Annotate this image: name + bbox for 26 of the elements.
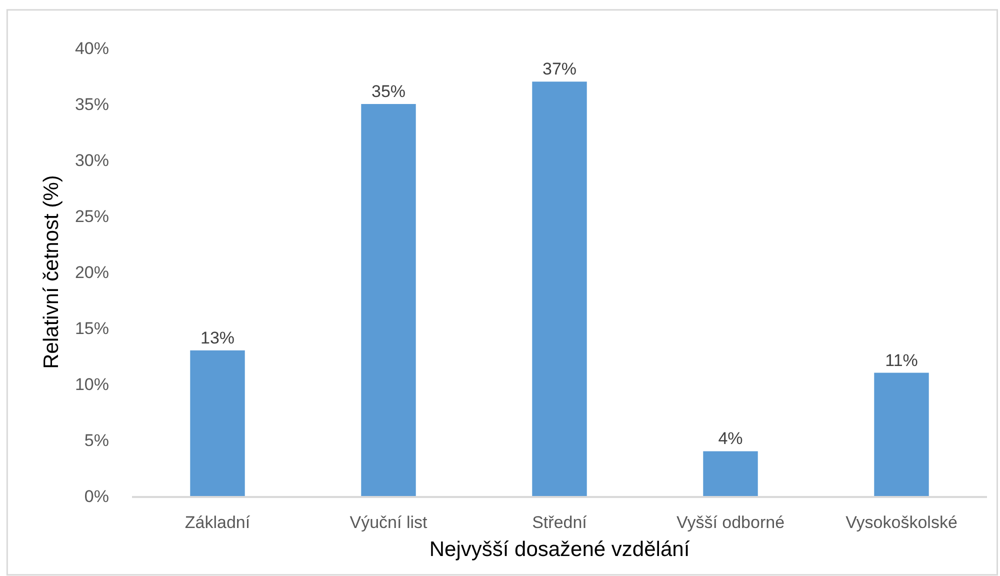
x-tick-label: Vyšší odborné: [676, 513, 785, 532]
y-tick-label: 25%: [74, 206, 109, 226]
y-tick-label: 30%: [74, 150, 109, 170]
y-axis-title: Relativní četnost (%): [40, 175, 64, 369]
data-label: 4%: [718, 429, 743, 448]
bar: [874, 372, 929, 496]
x-tick-label: Střední: [532, 513, 588, 532]
data-label: 37%: [542, 60, 577, 79]
bar: [190, 350, 245, 496]
y-tick-label: 40%: [74, 38, 109, 58]
data-label: 35%: [371, 82, 406, 101]
data-label: 11%: [885, 350, 918, 370]
y-tick-label: 35%: [74, 94, 109, 114]
x-tick-label: Vysokoškolské: [846, 513, 958, 532]
x-axis-title: Nejvyšší dosažené vzdělání: [429, 538, 690, 561]
y-tick-label: 20%: [74, 262, 109, 282]
y-tick-label: 0%: [84, 486, 109, 506]
y-tick-label: 5%: [84, 430, 109, 450]
bar: [361, 104, 416, 496]
bar: [703, 451, 758, 496]
y-tick-label: 15%: [74, 318, 109, 338]
y-tick-label: 10%: [74, 374, 109, 394]
x-tick-label: Výuční list: [350, 513, 428, 532]
data-label: 13%: [200, 328, 235, 348]
bar: [532, 82, 587, 496]
x-tick-label: Základní: [184, 513, 250, 532]
